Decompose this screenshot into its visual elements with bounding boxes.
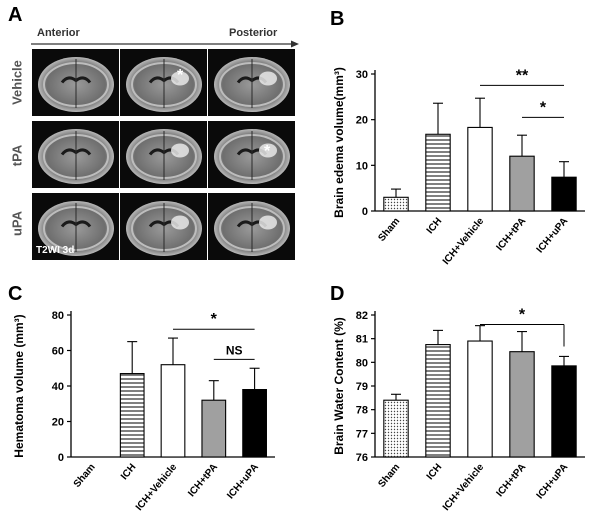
category-label: ICH+Vehicle [441,462,487,513]
y-tick-label: 78 [356,405,368,417]
y-tick-label: 76 [356,452,368,464]
category-label: ICH+tPA [494,216,528,253]
y-tick-label: 20 [52,417,64,429]
category-label: Sham [72,462,98,490]
mri-slice [32,121,119,188]
mri-slice [120,49,207,116]
bar [119,373,145,458]
hemorrhage-asterisk: * [177,67,184,84]
significance-label: * [519,306,526,323]
panel-letter-d: D [330,283,345,305]
bar [551,176,577,212]
y-tick-label: 60 [52,346,64,358]
category-label: ICH+uPA [535,216,571,255]
row-label-upa: uPA [9,210,25,237]
category-label: ICH+tPA [494,462,528,499]
y-tick-label: 30 [356,69,368,81]
y-tick-label: 77 [356,428,368,440]
bar [160,364,186,458]
mri-slice [208,121,295,188]
mri-slice [208,49,295,116]
y-tick-label: 81 [356,334,368,346]
significance-label: * [211,311,218,328]
bar [551,365,577,458]
y-axis-label: Brain Water Content (%) [332,317,346,455]
chart-water-content: 76 77 78 79 80 81 82 Brain Water Content (%) Sha… [332,306,585,513]
category-label: Sham [376,462,402,490]
posterior-label: Posterior [229,27,278,39]
y-tick-label: 80 [52,310,64,322]
y-axis-label: Brain edema volume(mm³) [332,67,346,218]
anterior-label: Anterior [37,27,80,39]
row-label-vehicle: Vehicle [9,60,25,105]
y-tick-label: 10 [356,160,368,172]
category-label: ICH [425,216,445,236]
category-label: ICH+Vehicle [441,216,487,267]
category-label: ICH [119,462,139,482]
bar [509,351,535,458]
y-tick-label: 79 [356,381,368,393]
hemorrhage-asterisk: * [264,143,271,160]
y-axis-label: Hematoma volume (mm³) [12,314,26,457]
direction-arrow [31,40,299,48]
category-label: Sham [376,216,402,244]
y-tick-label: 80 [356,357,368,369]
panel-letter-b: B [330,8,345,30]
row-label-tpa: tPA [9,144,25,167]
bar [425,133,451,212]
panel-letter-c: C [8,283,23,305]
mri-slice [120,193,207,260]
bar [242,389,267,458]
mri-caption: T2WI 3d [36,245,75,256]
category-label: ICH+tPA [186,462,220,499]
bar [383,399,409,458]
mri-slice [32,193,119,260]
mri-slice [208,193,295,260]
bar [425,344,451,458]
bar [467,126,493,212]
bar [201,399,227,458]
mri-slice [32,49,119,116]
category-label: ICH [425,462,445,482]
category-label: ICH+uPA [535,462,571,501]
y-tick-label: 40 [52,381,64,393]
bar [467,340,493,458]
y-tick-label: 0 [362,206,368,218]
mri-slice [120,121,207,188]
significance-label: ** [516,67,529,84]
bar [509,155,535,212]
y-tick-label: 0 [58,452,64,464]
y-tick-label: 82 [356,310,368,322]
y-tick-label: 20 [356,115,368,127]
significance-label: NS [226,343,243,357]
significance-label: * [540,99,547,116]
category-label: ICH+Vehicle [134,462,180,513]
mri-panel: Anterior Posterior * * T2WI 3d [29,27,299,260]
mri-image-grid: * * T2WI 3d [32,49,296,260]
panel-letter-a: A [8,4,23,26]
bar [383,196,409,212]
category-label: ICH+uPA [225,462,261,501]
